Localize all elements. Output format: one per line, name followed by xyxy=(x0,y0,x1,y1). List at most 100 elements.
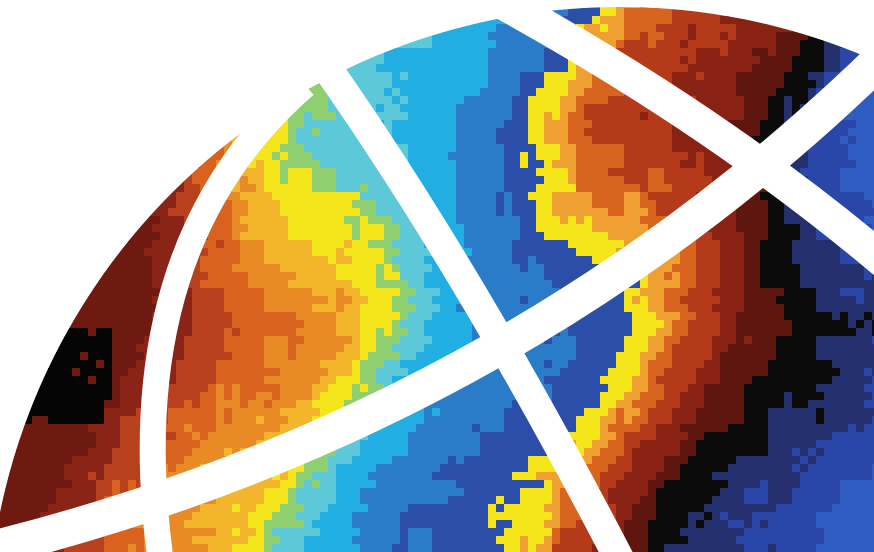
heat-cell xyxy=(408,248,417,257)
heat-cell xyxy=(544,128,553,137)
heat-cell xyxy=(368,248,377,257)
heat-cell xyxy=(608,96,617,105)
heat-cell xyxy=(816,176,825,185)
heat-cell xyxy=(680,336,689,345)
heat-cell xyxy=(632,168,641,177)
heat-cell xyxy=(376,224,385,233)
heat-cell xyxy=(680,56,689,65)
heat-cell xyxy=(656,192,665,201)
heat-cell xyxy=(776,312,785,321)
heat-cell xyxy=(624,336,633,345)
heat-cell xyxy=(704,48,713,57)
heat-cell xyxy=(656,344,665,353)
heat-cell xyxy=(208,336,217,345)
heat-cell xyxy=(216,344,225,353)
heat-cell xyxy=(152,224,161,233)
heat-cell xyxy=(680,304,689,313)
heat-cell xyxy=(832,296,841,305)
heat-cell xyxy=(64,352,73,361)
heat-cell xyxy=(208,312,217,321)
heat-cell xyxy=(688,264,697,273)
heat-cell xyxy=(776,64,785,73)
heat-cell xyxy=(672,8,681,17)
heat-cell xyxy=(672,80,681,89)
heat-cell xyxy=(400,48,409,57)
heat-cell xyxy=(704,176,713,185)
heat-cell xyxy=(568,248,577,257)
heat-cell xyxy=(440,296,449,305)
heat-cell xyxy=(744,328,753,337)
heat-cell xyxy=(424,136,433,145)
heat-cell xyxy=(320,120,329,129)
heat-cell xyxy=(720,64,729,73)
heat-cell xyxy=(248,224,257,233)
heat-cell xyxy=(776,72,785,81)
heat-cell xyxy=(400,72,409,81)
heat-cell xyxy=(520,88,529,97)
heat-cell xyxy=(136,344,145,353)
heat-cell xyxy=(624,160,633,169)
heat-cell xyxy=(296,184,305,193)
heat-cell xyxy=(744,336,753,345)
heat-cell xyxy=(264,240,273,249)
heat-cell xyxy=(312,240,321,249)
heat-cell xyxy=(608,152,617,161)
heat-cell xyxy=(608,192,617,201)
heat-cell xyxy=(208,248,217,257)
heat-cell xyxy=(320,96,329,105)
heat-cell xyxy=(704,288,713,297)
heat-cell xyxy=(800,272,809,281)
heat-cell xyxy=(616,208,625,217)
heat-cell xyxy=(504,136,513,145)
heat-cell xyxy=(496,232,505,241)
heat-cell xyxy=(392,264,401,273)
heat-cell xyxy=(704,64,713,73)
heat-cell xyxy=(160,208,169,217)
heat-cell xyxy=(320,176,329,185)
heat-cell xyxy=(176,328,185,337)
heat-cell xyxy=(560,208,569,217)
heat-cell xyxy=(368,352,377,361)
heat-cell xyxy=(832,336,841,345)
heat-cell xyxy=(768,48,777,57)
heat-cell xyxy=(760,232,769,241)
heat-cell xyxy=(264,200,273,209)
heat-cell xyxy=(320,168,329,177)
heat-cell xyxy=(64,360,73,369)
heat-cell xyxy=(688,176,697,185)
heat-cell xyxy=(816,184,825,193)
heat-cell xyxy=(208,296,217,305)
heat-cell xyxy=(360,344,369,353)
heat-cell xyxy=(288,136,297,145)
heat-cell xyxy=(312,288,321,297)
heat-cell xyxy=(352,184,361,193)
heat-cell xyxy=(704,232,713,241)
heat-cell xyxy=(664,176,673,185)
heat-cell xyxy=(536,152,545,161)
heat-cell xyxy=(368,56,377,65)
heat-cell xyxy=(392,296,401,305)
heat-cell xyxy=(872,176,874,185)
heat-cell xyxy=(512,224,521,233)
heat-cell xyxy=(712,88,721,97)
heat-cell xyxy=(384,304,393,313)
heat-cell xyxy=(384,328,393,337)
heat-cell xyxy=(544,280,553,289)
heat-cell xyxy=(120,312,129,321)
heat-cell xyxy=(152,280,161,289)
heat-cell xyxy=(872,128,874,137)
heat-cell xyxy=(744,96,753,105)
heat-cell xyxy=(528,256,537,265)
heat-cell xyxy=(640,352,649,361)
heat-cell xyxy=(424,56,433,65)
heat-cell xyxy=(440,80,449,89)
heat-cell xyxy=(760,120,769,129)
heat-cell xyxy=(256,200,265,209)
heat-cell xyxy=(344,296,353,305)
heat-cell xyxy=(304,232,313,241)
heat-cell xyxy=(792,80,801,89)
heat-cell xyxy=(104,312,113,321)
heat-cell xyxy=(96,344,105,353)
heat-cell xyxy=(536,104,545,113)
heat-cell xyxy=(328,136,337,145)
